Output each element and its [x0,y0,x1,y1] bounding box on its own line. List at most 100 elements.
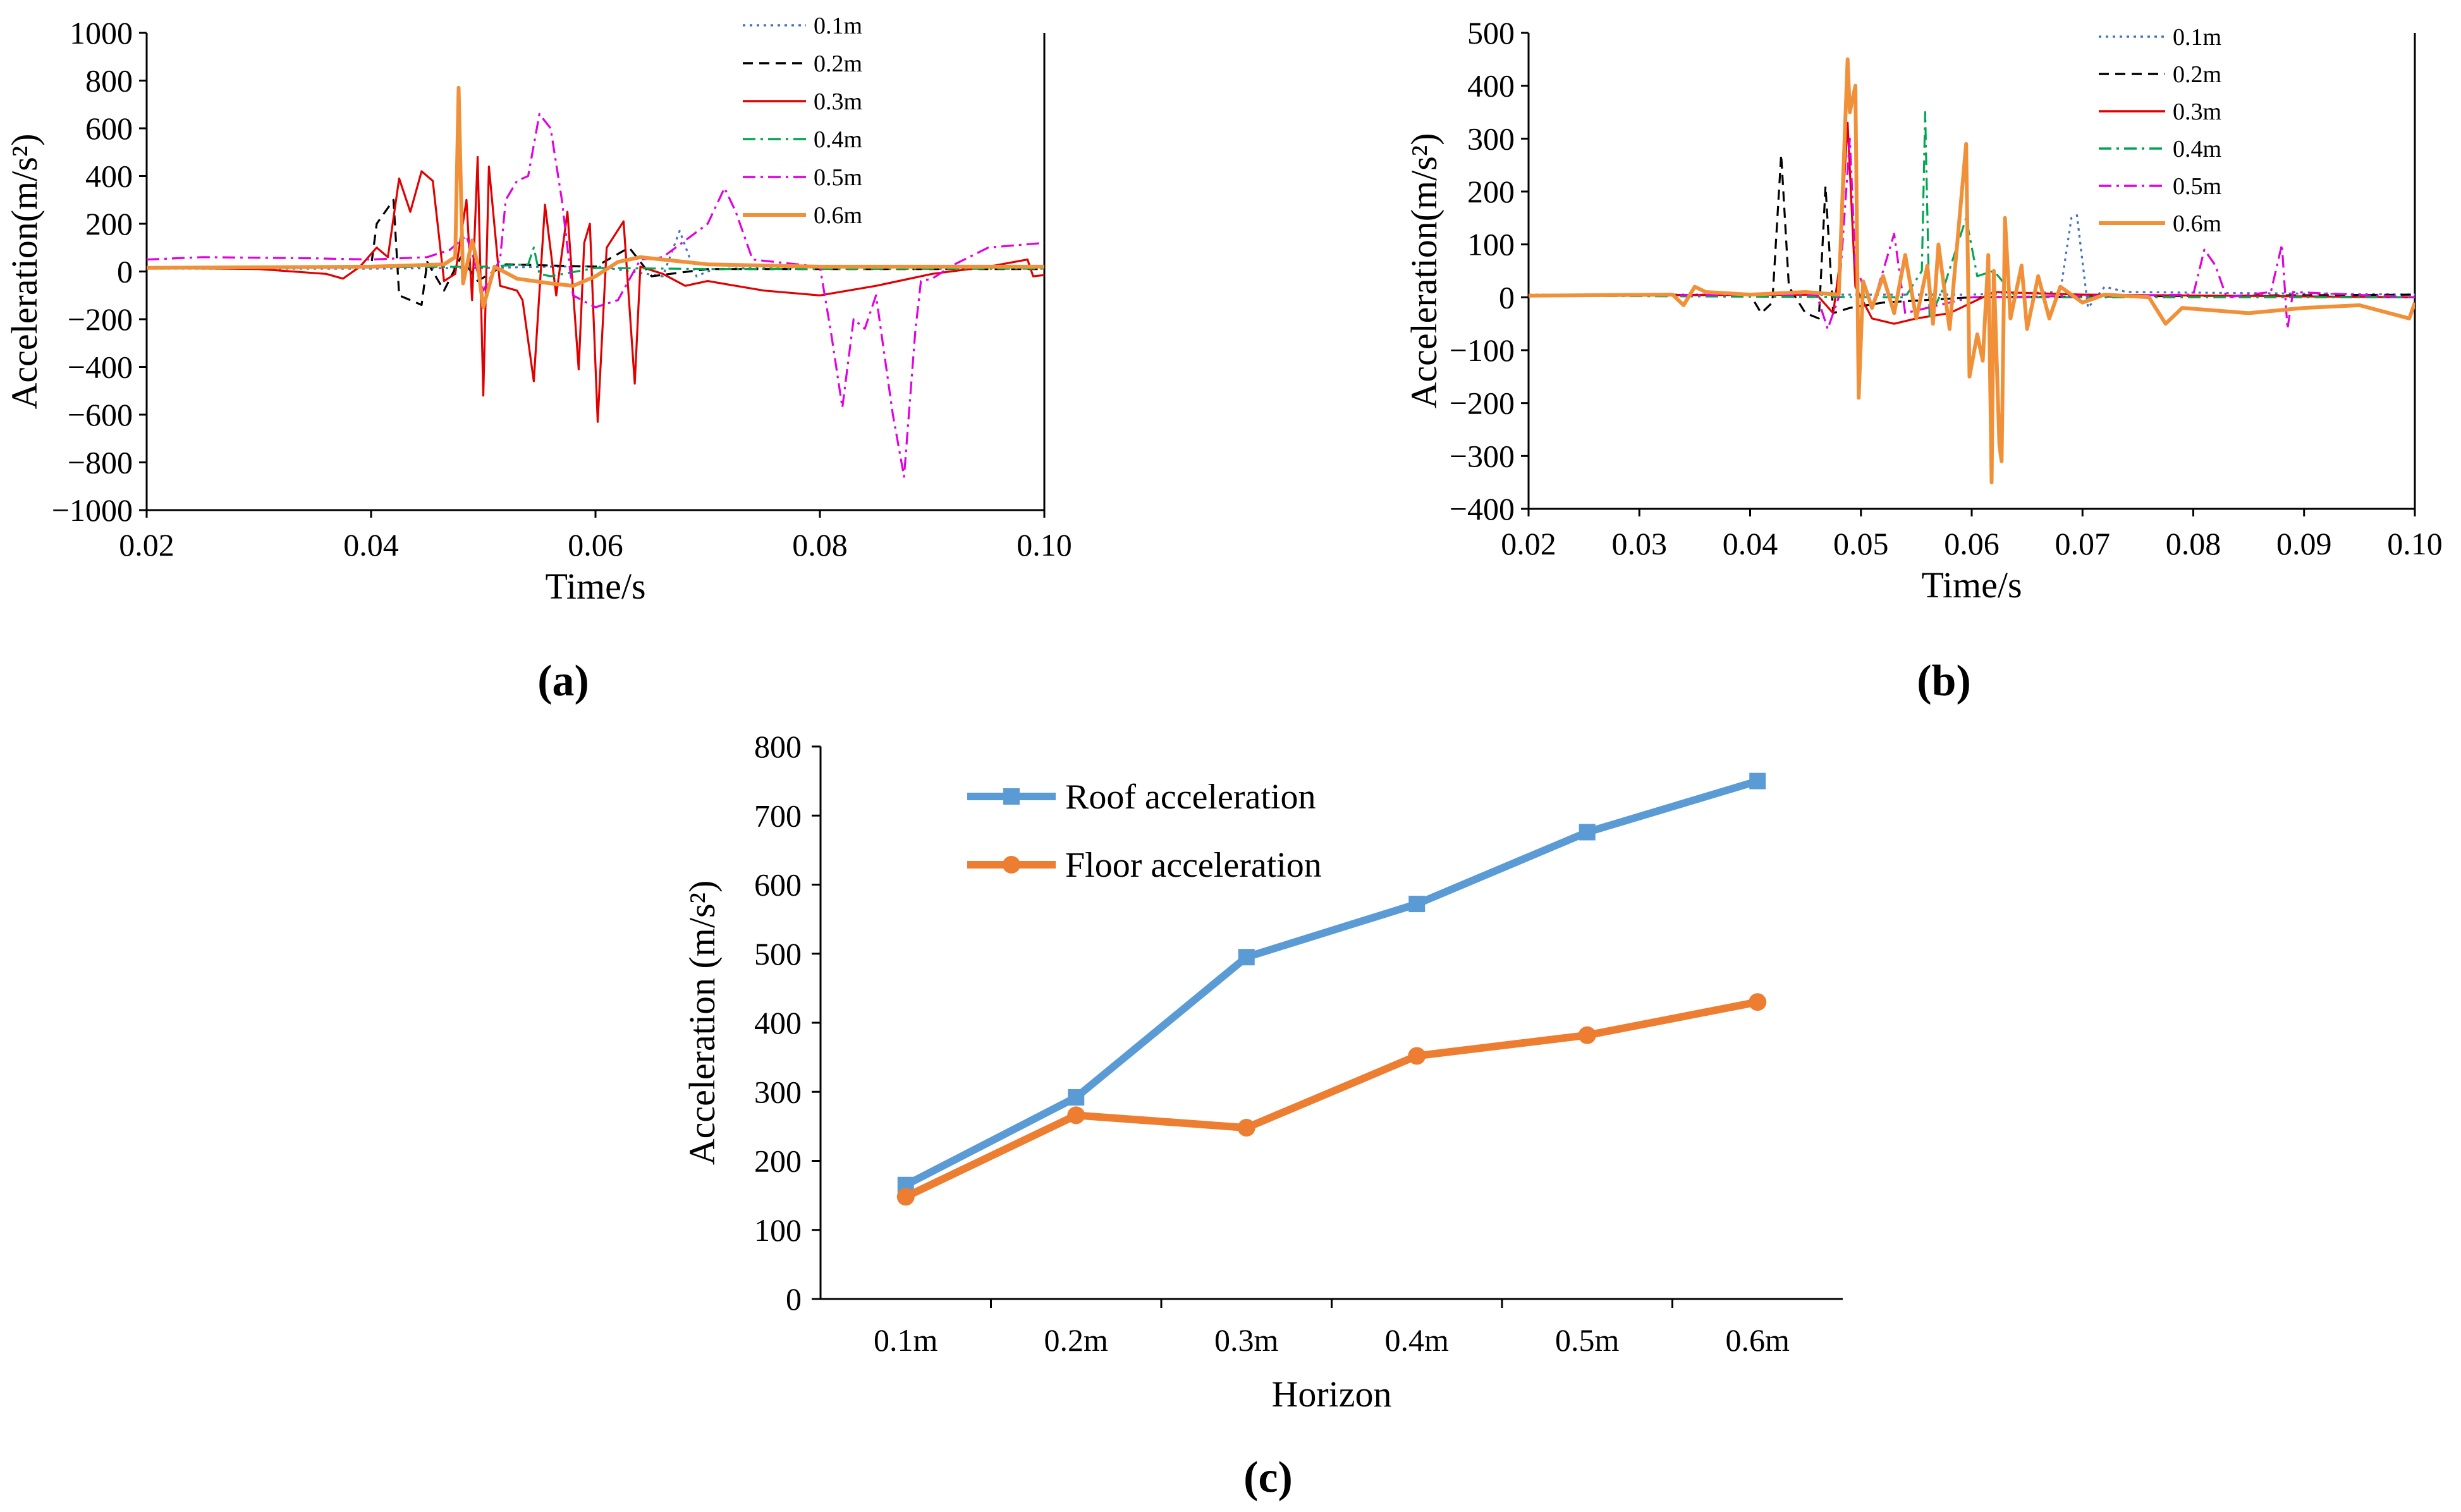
y-tick-label: 600 [85,111,133,146]
x-tick-label: 0.03 [1612,526,1668,561]
x-tick-label: 0.1m [874,1322,938,1358]
data-point [896,1188,915,1206]
y-tick-label: 0 [786,1281,802,1317]
y-tick-label: 200 [754,1143,802,1179]
x-tick-label: 0.05 [1833,526,1889,561]
x-tick-label: 0.10 [1017,527,1072,563]
y-axis-title: Acceleration(m/s²) [4,133,45,409]
y-tick-label: 300 [1467,121,1515,156]
x-axis-title: Time/s [1921,564,2022,606]
x-tick-label: 0.6m [1726,1322,1790,1358]
y-tick-label: 600 [754,867,802,903]
x-axis-title: Horizon [1271,1374,1391,1415]
x-tick-label: 0.08 [2166,526,2221,561]
y-tick-label: 400 [1467,68,1515,104]
y-tick-label: 500 [1467,15,1515,51]
legend-marker [1003,788,1020,805]
data-point [1749,993,1767,1011]
y-tick-label: −1000 [52,492,133,528]
legend-label: 0.6m [814,202,862,229]
data-point [1578,1026,1596,1044]
y-tick-label: 800 [754,729,802,764]
y-tick-label: −600 [68,397,133,432]
chart-c: 0 100 200 300 400 500 600 700 800 0.1m 0.2m 0.3m 0.4… [681,729,1843,1502]
y-axis-title: Acceleration(m/s²) [1403,133,1444,408]
legend-label: 0.3m [814,88,862,115]
y-tick-label: 500 [754,936,802,972]
data-point [1068,1088,1085,1106]
series-group [1529,57,2415,485]
panel-label: (b) [1917,657,1971,705]
x-tick-label: 0.02 [1501,526,1556,561]
data-point [1408,1047,1426,1065]
series-line-0_5m [147,113,1044,478]
series-group [147,85,1044,478]
legend-label: Floor acceleration [1065,846,1322,885]
legend-label: 0.4m [2173,136,2221,162]
x-tick-label: 0.09 [2276,526,2332,561]
series-line-0 [904,777,1759,1189]
y-tick-label: −400 [68,350,133,385]
data-point [1237,1119,1255,1137]
legend-label: 0.1m [2173,24,2221,51]
panel-label: (c) [1243,1453,1293,1502]
y-tick-label: 200 [1467,174,1515,209]
data-point [1749,772,1766,790]
y-tick-label: −300 [1450,438,1515,473]
data-point [1579,824,1596,841]
series-line-0_5m [1529,137,2415,331]
series-line-1 [904,998,1759,1200]
y-tick-label: −100 [1450,332,1515,368]
series-line-0_4m [1529,111,2415,320]
chart-a: −1000 −800 −600 −400 −200 0 200 400 600 800 1000 0.… [4,13,1072,705]
y-tick-label: 200 [85,206,133,241]
x-tick-label: 0.5m [1555,1322,1620,1358]
x-tick-label: 0.08 [792,527,848,563]
legend-label: 0.2m [814,51,862,77]
panel-label: (a) [537,657,589,705]
data-point [1067,1106,1085,1125]
y-tick-label: 0 [117,254,133,290]
y-tick-label: 400 [85,159,133,194]
y-tick-label: 100 [754,1212,802,1248]
series-line-0_6m [147,85,1044,310]
y-tick-label: −200 [1450,386,1515,421]
y-tick-label: 700 [754,798,802,833]
series-line-0_3m [147,155,1044,423]
x-tick-label: 0.4m [1385,1322,1450,1358]
legend-label: 0.6m [2173,210,2221,237]
x-tick-label: 0.02 [119,527,174,563]
x-tick-label: 0.2m [1044,1322,1109,1358]
legend-label: Roof acceleration [1065,777,1316,817]
series-line-0_4m [147,247,1044,277]
legend-label: 0.5m [814,164,862,191]
y-tick-label: −800 [68,445,133,480]
series-line-0_1m [147,229,1044,277]
x-tick-label: 0.04 [343,527,399,563]
y-tick-label: −200 [68,302,133,337]
data-point [1408,896,1426,913]
series-line-0_1m [1529,214,2415,309]
legend-label: 0.4m [814,126,862,153]
data-point [1238,949,1255,966]
x-axis-title: Time/s [545,566,645,607]
x-tick-label: 0.07 [2055,526,2111,561]
legend-label: 0.3m [2173,99,2221,125]
x-tick-label: 0.3m [1214,1322,1279,1358]
x-tick-label: 0.10 [2387,526,2443,561]
legend-label: 0.2m [2173,61,2221,88]
x-tick-label: 0.06 [1944,526,2000,561]
y-tick-label: 300 [754,1074,802,1109]
series-line-0_6m [1529,57,2415,485]
y-tick-label: 400 [754,1005,802,1040]
y-tick-label: 0 [1499,279,1515,315]
series-line-0_2m [1529,153,2415,320]
chart-b: −400 −300 −200 −100 0 100 200 300 400 500 0.02 0.03… [1403,15,2443,705]
legend-marker [1003,856,1020,874]
y-tick-label: 100 [1467,227,1515,262]
legend-label: 0.5m [2173,173,2221,200]
legend-label: 0.1m [814,13,862,39]
y-axis-title: Acceleration (m/s²) [681,881,723,1166]
x-tick-label: 0.04 [1723,526,1778,561]
